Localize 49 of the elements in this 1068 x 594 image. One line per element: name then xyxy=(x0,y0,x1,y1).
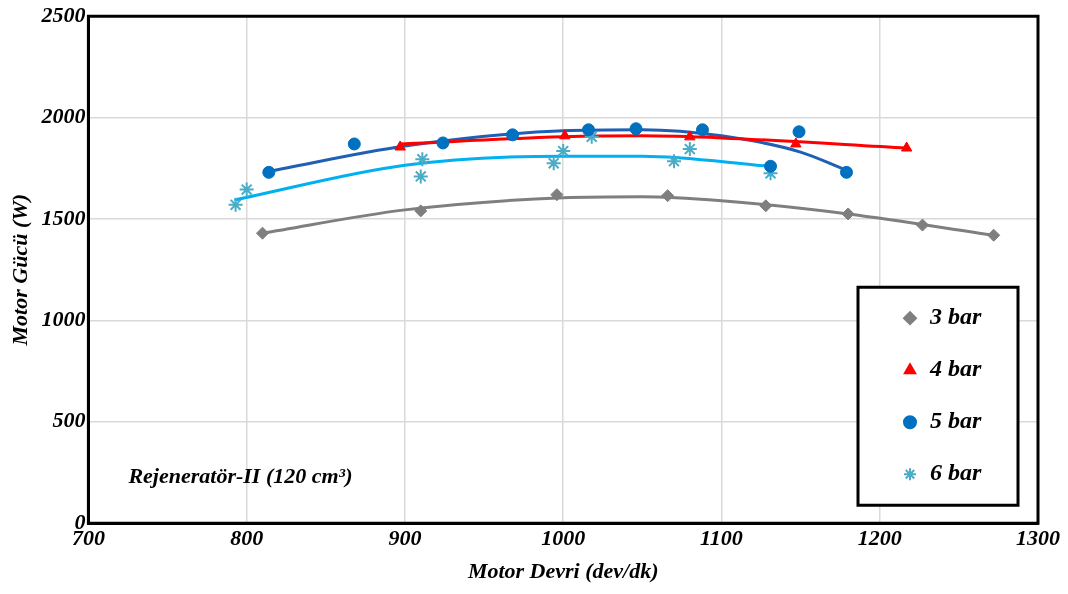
point xyxy=(759,199,773,213)
legend-label: 4 bar xyxy=(929,355,982,382)
point xyxy=(665,153,682,170)
point xyxy=(414,151,431,168)
y-tick-label: 500 xyxy=(52,407,86,433)
x-tick-label: 900 xyxy=(388,525,422,551)
point xyxy=(582,123,596,137)
legend-label: 3 bar xyxy=(929,303,982,330)
point xyxy=(695,123,709,137)
point xyxy=(684,130,696,141)
y-tick-label: 1500 xyxy=(41,204,86,230)
point xyxy=(238,181,255,198)
point xyxy=(792,125,806,139)
point xyxy=(915,218,929,232)
x-axis-title: Motor Devri (dev/dk) xyxy=(466,558,659,584)
point xyxy=(506,128,520,142)
point xyxy=(840,165,853,179)
point xyxy=(790,137,802,148)
point xyxy=(412,168,429,185)
point xyxy=(394,140,406,151)
point xyxy=(764,159,778,173)
y-axis-title: Motor Gücü (W) xyxy=(6,193,32,347)
x-tick-label: 1200 xyxy=(857,525,902,551)
point xyxy=(414,204,428,218)
x-tick-label: 1100 xyxy=(700,525,743,551)
legend-label: 6 bar xyxy=(930,459,982,486)
point xyxy=(545,155,562,172)
point xyxy=(841,207,855,221)
point xyxy=(661,189,675,203)
point xyxy=(262,165,276,179)
point xyxy=(436,136,450,150)
x-tick-label: 1300 xyxy=(1016,525,1060,551)
y-tick-label: 2000 xyxy=(40,103,86,129)
point xyxy=(681,141,698,158)
point xyxy=(987,228,1001,242)
point xyxy=(559,129,571,140)
point xyxy=(550,188,564,202)
x-tick-label: 1000 xyxy=(541,525,586,551)
point xyxy=(629,122,643,136)
legend-label: 5 bar xyxy=(930,407,982,434)
point xyxy=(227,196,244,213)
point xyxy=(900,141,913,152)
point xyxy=(555,143,572,160)
point xyxy=(255,226,269,240)
y-tick-label: 1000 xyxy=(41,306,86,332)
x-tick-label: 800 xyxy=(230,525,264,551)
y-tick-label: 2500 xyxy=(40,1,86,27)
point xyxy=(347,137,361,151)
annotation: Rejeneratör-II (120 cm³) xyxy=(127,463,353,489)
